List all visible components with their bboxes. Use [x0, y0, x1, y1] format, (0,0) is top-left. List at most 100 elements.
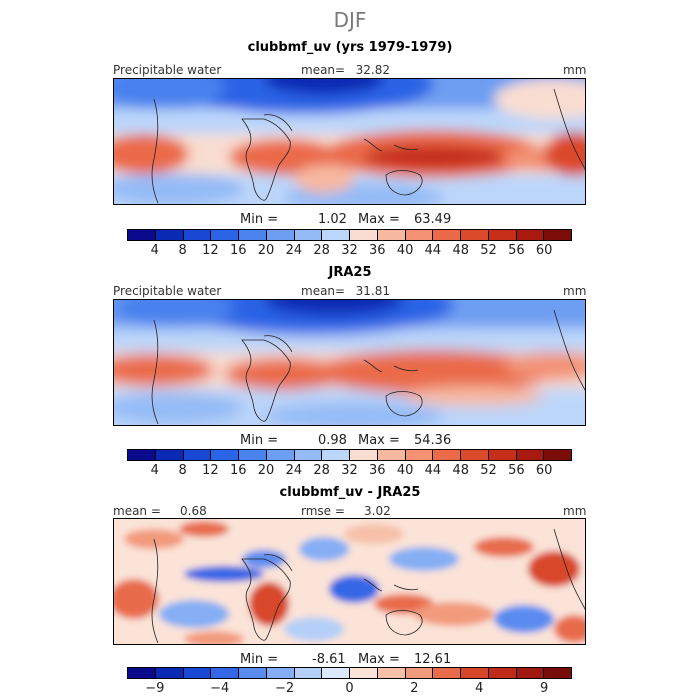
colorbar-tick-label: 20	[257, 243, 275, 258]
colorbar-tick-label: 32	[341, 463, 358, 478]
colorbar-tick-label: 12	[202, 243, 219, 258]
colorbar-swatch	[128, 230, 156, 240]
colorbar-swatch	[544, 450, 571, 460]
colorbar-swatch	[322, 230, 350, 240]
panel-1-variable-label: Precipitable water	[113, 63, 222, 77]
colorbar-tick-label: 52	[480, 243, 497, 258]
colorbar-tick-label: 52	[480, 463, 497, 478]
panel-1-map-svg	[114, 79, 585, 204]
colorbar-tick-label: 20	[257, 463, 275, 478]
panel-1-mean-label: mean=	[301, 63, 346, 77]
colorbar-tick-label: 40	[396, 463, 414, 478]
panel-3-map-svg	[114, 519, 585, 644]
colorbar-tick-label: 4	[475, 681, 484, 696]
colorbar-swatch	[155, 450, 184, 460]
colorbar-swatch	[461, 668, 489, 678]
panel-2-variable-label: Precipitable water	[113, 284, 222, 298]
panel-3-coastlines	[151, 528, 585, 644]
panel-2-colorbar	[127, 449, 572, 461]
colorbar-swatch	[294, 668, 323, 678]
colorbar-swatch	[155, 230, 184, 240]
colorbar-tick-label: 60	[535, 243, 553, 258]
panel-2-units: mm	[563, 284, 587, 298]
colorbar-swatch	[516, 450, 545, 460]
colorbar-swatch	[544, 230, 571, 240]
colorbar-swatch	[350, 668, 378, 678]
panel-3-min-value: -8.61	[312, 652, 346, 667]
panel-2-colorbar-ticks: 4 8 12 16 20 24 28 32 36 40 44 48 52 56 60	[127, 463, 572, 479]
colorbar-swatch	[239, 668, 267, 678]
panel-3-min-label: Min =	[240, 652, 279, 667]
colorbar-swatch	[405, 668, 434, 678]
colorbar-swatch	[488, 230, 517, 240]
panel-3-map	[113, 518, 586, 645]
panel-2-map-svg	[114, 300, 585, 425]
colorbar-swatch	[128, 450, 156, 460]
panel-1-max-value: 63.49	[414, 212, 452, 227]
colorbar-swatch	[350, 230, 378, 240]
colorbar-tick-label: 44	[424, 243, 442, 258]
panel-3-max-value: 12.61	[414, 652, 452, 667]
colorbar-swatch	[461, 230, 489, 240]
panel-1-colorbar-ticks: 4 8 12 16 20 24 28 32 36 40 44 48 52 56 60	[127, 243, 572, 259]
colorbar-swatch	[350, 450, 378, 460]
colorbar-tick-label: 56	[508, 243, 525, 258]
colorbar-swatch	[544, 668, 571, 678]
panel-3-units: mm	[563, 504, 587, 518]
colorbar-swatch	[405, 230, 434, 240]
colorbar-tick-label: 40	[396, 243, 414, 258]
colorbar-swatch	[128, 668, 156, 678]
colorbar-tick-label: 56	[508, 463, 525, 478]
colorbar-swatch	[211, 230, 239, 240]
colorbar-tick-label: 36	[369, 463, 386, 478]
colorbar-swatch	[211, 668, 239, 678]
panel-1-max-label: Max =	[358, 212, 400, 227]
colorbar-swatch	[516, 668, 545, 678]
colorbar-swatch	[183, 450, 212, 460]
colorbar-tick-label: 28	[313, 463, 330, 478]
colorbar-tick-label: 12	[202, 463, 219, 478]
panel-1-min-value: 1.02	[318, 212, 347, 227]
colorbar-swatch	[183, 230, 212, 240]
colorbar-swatch	[239, 450, 267, 460]
panel-2-mean-value: 31.81	[355, 284, 390, 298]
colorbar-tick-label: 32	[341, 243, 358, 258]
colorbar-swatch	[433, 450, 461, 460]
panel-2-title: JRA25	[328, 265, 372, 280]
colorbar-swatch	[488, 668, 517, 678]
colorbar-tick-label: 16	[229, 463, 247, 478]
colorbar-swatch	[266, 668, 295, 678]
panel-3-max-label: Max =	[358, 652, 400, 667]
colorbar-tick-label: 36	[369, 243, 386, 258]
colorbar-swatch	[433, 230, 461, 240]
colorbar-swatch	[322, 450, 350, 460]
colorbar-tick-label: 60	[535, 463, 553, 478]
colorbar-tick-label: −4	[210, 681, 230, 696]
panel-1-field	[114, 79, 585, 204]
panel-3-colorbar	[127, 667, 572, 679]
colorbar-swatch	[405, 450, 434, 460]
panel-1-title: clubbmf_uv (yrs 1979-1979)	[247, 40, 453, 55]
panel-1-colorbar	[127, 229, 572, 241]
colorbar-tick-label: 9	[540, 681, 549, 696]
colorbar-tick-label: 16	[229, 243, 247, 258]
colorbar-swatch	[488, 450, 517, 460]
colorbar-tick-label: 28	[313, 243, 330, 258]
panel-3-colorbar-ticks: −9 −4 −2 0 2 4 9	[127, 681, 572, 697]
panel-1-map	[113, 78, 586, 205]
panel-2-min-value: 0.98	[318, 433, 347, 448]
panel-2-max-value: 54.36	[414, 433, 452, 448]
colorbar-tick-label: 2	[410, 681, 419, 696]
panel-3-field	[114, 519, 585, 644]
panel-3-mean-label: mean =	[113, 504, 161, 518]
figure-title: DJF	[333, 8, 367, 32]
panel-2-map	[113, 299, 586, 426]
panel-3-mean-value: 0.68	[180, 504, 207, 518]
colorbar-tick-label: 48	[452, 463, 470, 478]
colorbar-tick-label: 4	[150, 243, 159, 258]
panel-1-units: mm	[563, 63, 587, 77]
panel-3-title: clubbmf_uv - JRA25	[279, 485, 421, 500]
panel-2-field	[114, 300, 585, 425]
panel-3-rmse-value: 3.02	[364, 504, 391, 518]
colorbar-tick-label: −9	[145, 681, 165, 696]
